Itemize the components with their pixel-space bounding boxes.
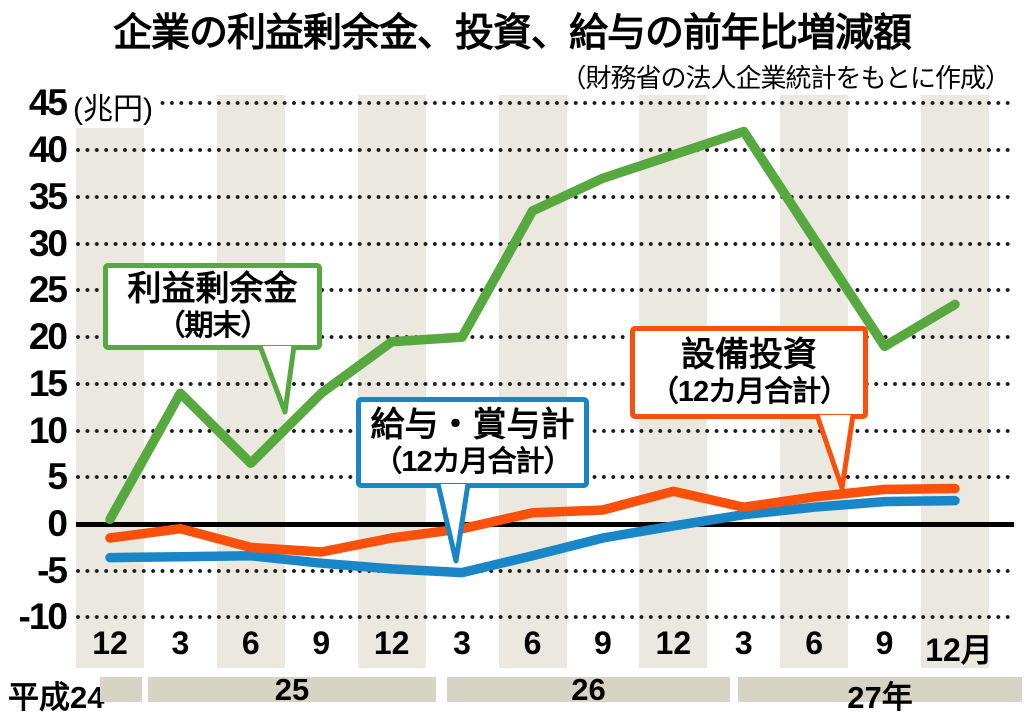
callout-box-green: 利益剰余金 （期末）: [103, 263, 322, 350]
callout-label-line2: （期末）: [156, 310, 269, 343]
y-axis-tick-label: -10: [18, 596, 68, 638]
x-axis-tick-label: 6: [523, 625, 542, 661]
year-axis-era-label: 平成24: [8, 680, 105, 715]
y-axis-tick-label: 25: [28, 269, 68, 311]
x-axis-tick-label: 9: [312, 625, 331, 661]
series-line: [105, 483, 960, 557]
x-axis-tick-label: 6: [241, 625, 260, 661]
x-axis-tick-label: 9: [875, 625, 894, 661]
dotted-gridline: [76, 381, 1014, 386]
year-axis-bar: [738, 677, 1022, 702]
callout-label-line1: 設備投資: [681, 336, 817, 375]
chart-source-note: （財務省の法人企業統計をもとに作成）: [560, 64, 1011, 93]
year-axis-label: 27年: [847, 680, 913, 715]
y-axis-tick-label: 40: [28, 129, 68, 171]
x-axis-tick-label: 3: [734, 625, 753, 661]
y-axis-tick-label: 30: [28, 222, 68, 264]
year-axis-label: 25: [274, 672, 310, 707]
year-axis-bar: [447, 677, 730, 702]
x-axis-tick-label: 12: [92, 625, 128, 661]
series-line: [105, 495, 960, 578]
callout-box-orange: 設備投資 （12カ月合計）: [630, 326, 868, 419]
x-axis-tick-label: 12: [655, 625, 692, 661]
dotted-gridline: [76, 288, 1014, 293]
callout-tail-orange: [814, 414, 856, 491]
callout-box-blue: 給与・賞与計 （12カ月合計）: [356, 397, 589, 488]
y-axis-unit-label: (兆円): [70, 84, 156, 128]
series-line: [105, 126, 960, 525]
x-axis-tick-label: 12: [373, 625, 410, 661]
y-axis-tick-label: 5: [47, 456, 68, 498]
chart-title: 企業の利益剰余金、投資、給与の前年比増減額: [112, 12, 912, 55]
dotted-gridline: [76, 241, 1014, 246]
callout-tail-green: [257, 345, 297, 415]
callout-tail-blue: [435, 483, 471, 564]
zero-line: [76, 521, 1014, 527]
y-axis-tick-label: 45: [28, 82, 68, 124]
y-axis-tick-label: 20: [28, 316, 68, 358]
year-axis-bar: [148, 677, 436, 702]
dotted-gridline: [76, 194, 1014, 199]
y-axis-tick-label: 10: [28, 409, 68, 451]
y-axis-tick-label: 35: [28, 175, 68, 217]
x-axis-tick-label: 12月: [925, 632, 993, 668]
callout-label-line2: （12カ月合計）: [649, 376, 849, 409]
callout-label-line1: 利益剰余金: [127, 270, 298, 309]
x-axis-tick-label: 6: [805, 625, 824, 661]
y-axis-tick-label: -5: [37, 549, 68, 591]
dotted-gridline: [76, 615, 1014, 620]
dotted-gridline: [76, 101, 1014, 106]
y-axis-tick-label: 0: [47, 503, 68, 544]
callout-label-line1: 給与・賞与計: [370, 406, 575, 445]
callout-label-line2: （12カ月合計）: [373, 446, 572, 479]
dotted-gridline: [76, 148, 1014, 153]
year-axis-label: 26: [571, 672, 606, 707]
x-axis-tick-label: 3: [171, 625, 190, 661]
dotted-gridline: [76, 568, 1014, 573]
y-axis-tick-label: 15: [28, 362, 68, 404]
x-axis-tick-label: 3: [453, 625, 471, 661]
year-axis-bar: [100, 677, 142, 702]
dotted-gridline: [76, 335, 1014, 340]
x-axis-tick-label: 9: [594, 625, 612, 661]
